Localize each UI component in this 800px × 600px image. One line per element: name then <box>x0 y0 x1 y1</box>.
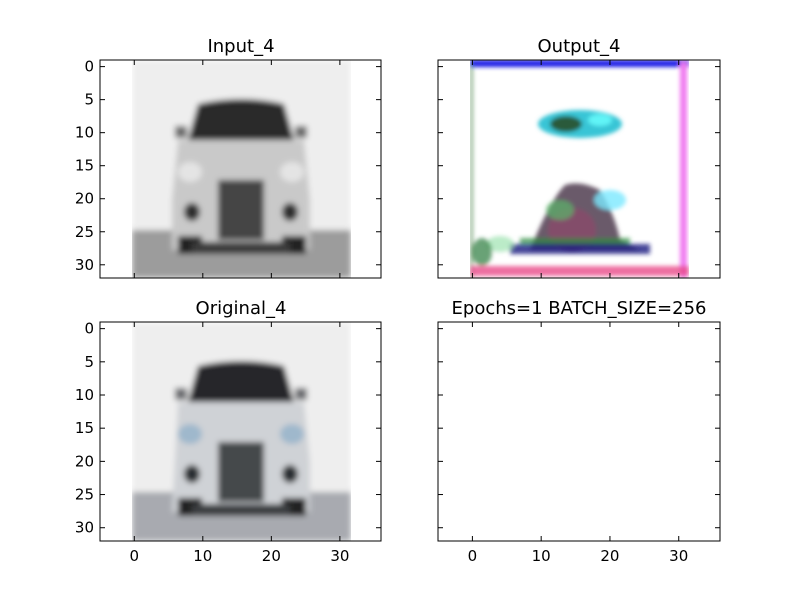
panel-original: Original_4 <box>99 298 382 542</box>
panel-title-original: Original_4 <box>196 298 287 319</box>
panel-output: Output_4 <box>437 36 721 279</box>
xtick-label: 0 <box>468 547 478 565</box>
ytick-label: 20 <box>75 452 94 470</box>
ytick-label: 25 <box>75 486 94 504</box>
ytick-label: 25 <box>75 223 94 241</box>
output-image <box>470 60 689 278</box>
ytick-label: 5 <box>84 91 94 109</box>
panel-title-input: Input_4 <box>207 36 274 57</box>
panel-epochs: Epochs=1 BATCH_SIZE=256 <box>437 298 721 542</box>
xtick-label: 30 <box>669 547 688 565</box>
ticks-panel-0: 0 5 10 15 20 25 30 <box>75 58 381 278</box>
axes-frame-original <box>99 321 382 542</box>
ticks-panel-1 <box>438 60 720 278</box>
xtick-label: 10 <box>193 547 212 565</box>
xtick-label: 0 <box>129 547 139 565</box>
panel-input: Input_4 <box>99 36 382 279</box>
ytick-label: 10 <box>75 124 94 142</box>
ytick-label: 15 <box>75 419 94 437</box>
xtick-label: 20 <box>262 547 281 565</box>
ytick-label: 5 <box>84 353 94 371</box>
ytick-label: 20 <box>75 190 94 208</box>
ytick-label: 30 <box>75 519 94 537</box>
axes-frame-output <box>437 59 721 279</box>
xtick-label: 10 <box>532 547 551 565</box>
xtick-label: 20 <box>600 547 619 565</box>
ytick-label: 15 <box>75 157 94 175</box>
ticks-panel-2: 0 5 10 15 20 25 30 0 10 20 30 <box>75 320 381 565</box>
ytick-label: 0 <box>84 58 94 76</box>
ytick-label: 30 <box>75 256 94 274</box>
panel-title-epochs: Epochs=1 BATCH_SIZE=256 <box>452 298 707 319</box>
ytick-label: 0 <box>84 320 94 338</box>
xtick-label: 30 <box>330 547 349 565</box>
axes-frame-epochs <box>437 321 721 542</box>
axes-frame-input <box>99 59 382 279</box>
input-image <box>132 60 351 278</box>
ticks-panel-3: 0 10 20 30 <box>438 322 720 565</box>
original-image <box>132 322 351 541</box>
panel-title-output: Output_4 <box>538 36 621 57</box>
ytick-label: 10 <box>75 386 94 404</box>
